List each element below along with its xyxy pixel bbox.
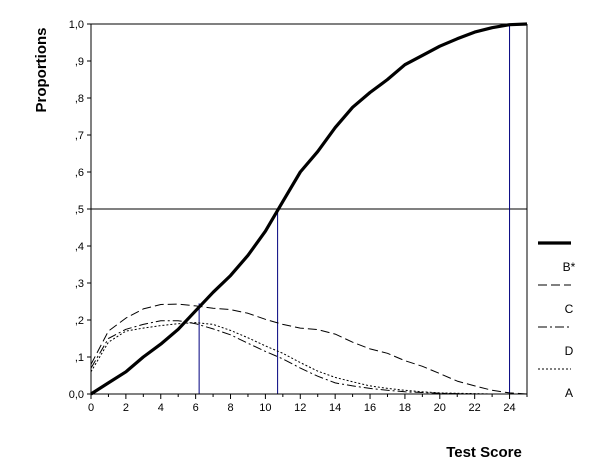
legend-label-c: C [565, 302, 574, 316]
x-tick-label: 8 [227, 402, 233, 414]
y-tick-label: ,3 [75, 278, 84, 290]
x-tick-label: 4 [158, 402, 164, 414]
series-line-bstar [90, 22, 528, 396]
y-tick-label: ,6 [75, 167, 84, 179]
reference-lines [91, 24, 527, 394]
y-tick-label: 0,0 [69, 389, 84, 401]
x-tick-label: 12 [294, 402, 306, 414]
legend: B* C D A [538, 241, 576, 400]
x-tick-label: 6 [193, 402, 199, 414]
x-tick-label: 14 [329, 402, 341, 414]
y-tick-label: ,1 [75, 352, 84, 364]
y-tick-label: ,4 [75, 241, 84, 253]
y-tick-label: ,7 [75, 130, 84, 142]
legend-label-d: D [565, 344, 574, 358]
legend-label-bstar: B* [563, 260, 576, 274]
axes [90, 23, 528, 395]
x-tick-label: 16 [364, 402, 376, 414]
x-tick-label: 0 [88, 402, 94, 414]
x-tick-label: 2 [123, 402, 129, 414]
y-tick-label: ,8 [75, 93, 84, 105]
x-tick-label: 22 [469, 402, 481, 414]
x-axis-title: Test Score [446, 444, 522, 461]
series-line-c [90, 303, 528, 395]
ticks: 0,0,1,2,3,4,5,6,7,8,91,00 2 4 6 8 10 12 14 16 18 2… [69, 19, 528, 414]
x-tick-label: 24 [503, 402, 515, 414]
series-line-d [90, 320, 527, 395]
y-tick-label: ,5 [75, 204, 84, 216]
y-axis-title: Proportions [33, 28, 50, 113]
series-line-a [90, 322, 527, 395]
x-tick-label: 18 [399, 402, 411, 414]
y-tick-label: ,9 [75, 56, 84, 68]
y-tick-label: 1,0 [69, 19, 84, 31]
x-tick-label: 10 [259, 402, 271, 414]
legend-label-a: A [565, 386, 573, 400]
y-tick-label: ,2 [75, 315, 84, 327]
x-tick-label: 20 [434, 402, 446, 414]
